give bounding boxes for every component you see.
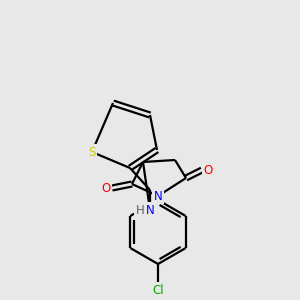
Text: O: O (203, 164, 213, 176)
Text: O: O (101, 182, 111, 194)
Text: S: S (88, 146, 96, 158)
Text: N: N (154, 190, 162, 202)
Text: N: N (146, 203, 154, 217)
Text: H: H (136, 203, 144, 217)
Text: Cl: Cl (152, 284, 164, 296)
